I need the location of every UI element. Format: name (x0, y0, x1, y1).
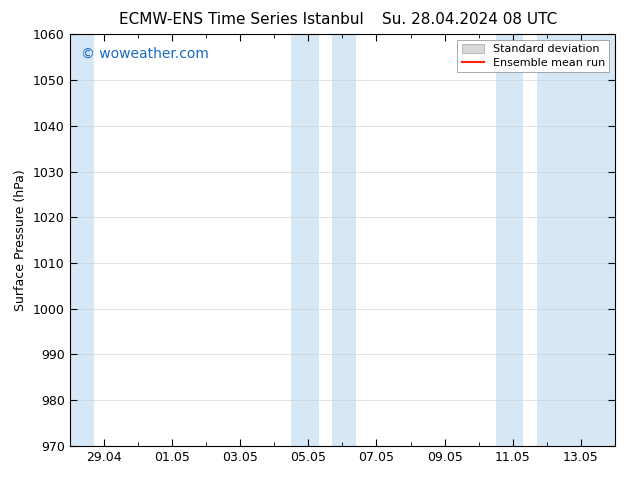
Bar (536, 34, 615, 446)
Bar (291, 34, 318, 446)
Text: ECMW-ENS Time Series Istanbul: ECMW-ENS Time Series Istanbul (119, 12, 363, 27)
Bar (496, 34, 523, 446)
Text: © woweather.com: © woweather.com (81, 47, 209, 61)
Text: Su. 28.04.2024 08 UTC: Su. 28.04.2024 08 UTC (382, 12, 557, 27)
Legend: Standard deviation, Ensemble mean run: Standard deviation, Ensemble mean run (457, 40, 609, 73)
Bar (70, 34, 94, 446)
Y-axis label: Surface Pressure (hPa): Surface Pressure (hPa) (15, 169, 27, 311)
Bar (332, 34, 356, 446)
